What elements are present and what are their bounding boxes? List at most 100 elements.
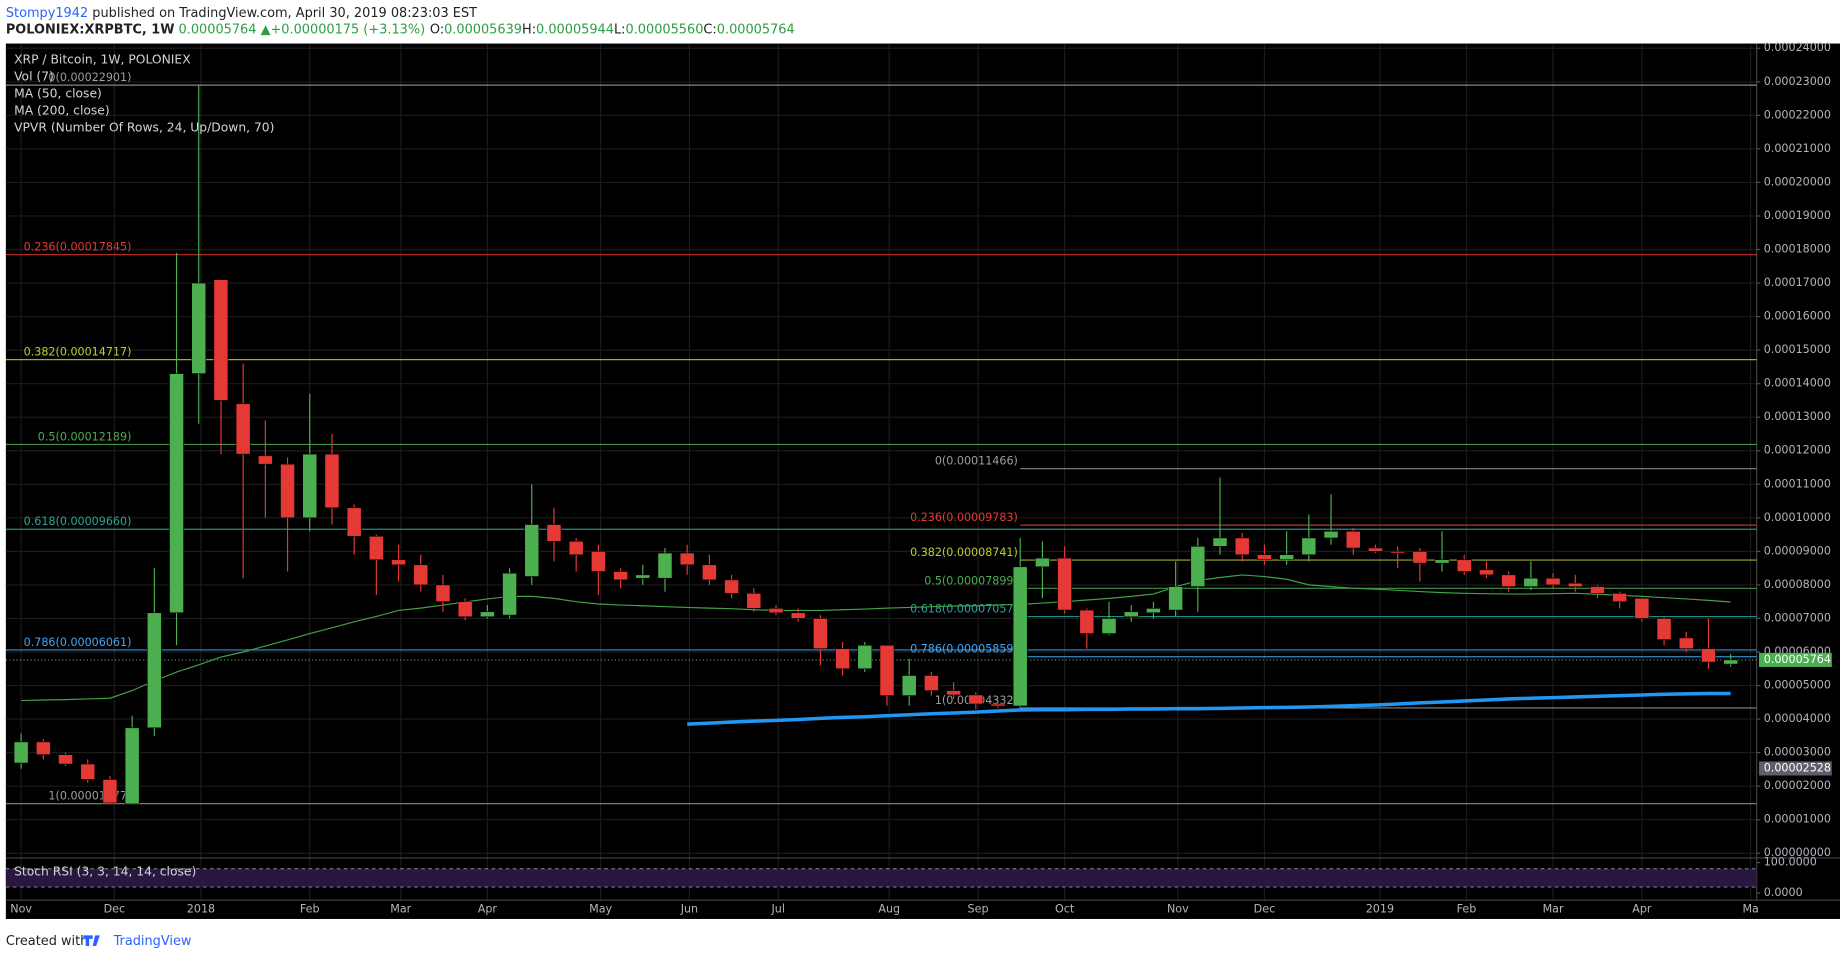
y-tick-label: 0.00013000 — [1764, 410, 1831, 423]
candle-body — [1257, 554, 1272, 561]
stoch-tick-label: 100.0000 — [1764, 856, 1817, 869]
publish-line: Stompy1942 published on TradingView.com,… — [6, 6, 477, 21]
candle-body — [1123, 611, 1139, 618]
candle-body — [1412, 551, 1428, 564]
candle-body — [1212, 537, 1228, 547]
candle-body — [369, 535, 384, 561]
x-tick-label: Feb — [300, 903, 320, 916]
candle-body — [790, 612, 806, 619]
candle-body — [813, 618, 828, 649]
candle-body — [324, 453, 340, 509]
fib-label: 0.382(0.00014717) — [24, 346, 132, 359]
x-tick-label: Nov — [10, 903, 32, 916]
author[interactable]: Stompy1942 — [6, 6, 88, 21]
x-tick-label: Aug — [878, 903, 900, 916]
candle-body — [1101, 618, 1117, 634]
candle-body — [147, 612, 162, 729]
legend-entry: VPVR (Number Of Rows, 24, Up/Down, 70) — [14, 121, 274, 135]
candle-body — [1345, 530, 1361, 549]
candle-body — [1012, 566, 1028, 707]
candle-body — [1368, 547, 1383, 552]
candle-body — [746, 593, 762, 609]
created-with: Created with — [6, 934, 88, 949]
y-tick-label: 0.00011000 — [1764, 477, 1831, 490]
x-tick-label: Oct — [1055, 903, 1075, 916]
candle-body — [857, 644, 873, 670]
candle-body — [435, 584, 451, 602]
candle-body — [1279, 554, 1294, 561]
ohlc-key: H: — [522, 22, 536, 37]
x-tick-label: Dec — [1254, 903, 1276, 916]
y-tick-label: 0.00004000 — [1764, 712, 1831, 725]
y-tick-label: 0.00022000 — [1764, 108, 1831, 121]
candle-body — [1656, 618, 1672, 640]
x-tick-label: Dec — [104, 903, 126, 916]
y-tick-label: 0.00018000 — [1764, 243, 1831, 256]
candle-body — [1079, 609, 1095, 634]
candle-body — [191, 282, 207, 374]
candle-body — [568, 541, 584, 556]
plot: 0.00000000 0.00001000 0.00002000 0.00003000… — [5, 41, 1840, 916]
x-tick-label: 2018 — [187, 903, 215, 916]
candle-body — [1723, 659, 1739, 665]
y-tick-label: 0.00015000 — [1764, 343, 1831, 356]
y-tick-label: 0.00009000 — [1764, 544, 1831, 557]
candle-body — [635, 574, 651, 579]
candle-body — [924, 675, 939, 691]
candle-body — [1523, 577, 1539, 587]
fib-label: 1(0.00001477) — [48, 790, 131, 803]
y-tick-label: 0.00021000 — [1764, 142, 1831, 155]
fib-label: 0.236(0.00009783) — [910, 511, 1018, 524]
y-tick-label: 0.00017000 — [1764, 276, 1831, 289]
candle-body — [613, 571, 628, 581]
candle-body — [1168, 586, 1183, 611]
y-tick-label: 0.00016000 — [1764, 310, 1831, 323]
ohlc-value: 0.00005639 — [444, 22, 522, 37]
last-price: 0.00005764 — [179, 22, 257, 37]
candle-body — [835, 648, 850, 670]
candle-body — [524, 524, 540, 577]
price-tag-label: 0.00005764 — [1764, 653, 1831, 666]
stoch-label: Stoch RSI (3, 3, 14, 14, close) — [14, 865, 196, 879]
brand[interactable]: TradingView — [113, 934, 192, 949]
y-tick-label: 0.00020000 — [1764, 175, 1831, 188]
stoch-tick-label: 0.0000 — [1764, 886, 1803, 899]
ohlc-key: L: — [614, 22, 626, 37]
candle-body — [1190, 546, 1206, 587]
candle-body — [169, 373, 184, 614]
fib-label: 0.5(0.00007899) — [924, 574, 1018, 587]
ohlc-key: O: — [430, 22, 444, 37]
candle-body — [502, 572, 517, 616]
y-tick-label: 0.00010000 — [1764, 511, 1831, 524]
candle-body — [1456, 559, 1472, 572]
candle-body — [413, 564, 429, 586]
candle-body — [1612, 593, 1628, 602]
y-tick-label: 0.00000000 — [1764, 846, 1831, 859]
ohlc-value: 0.00005764 — [717, 22, 795, 37]
candle-body — [946, 690, 961, 696]
arrow: ▲ — [261, 22, 271, 37]
published: published on TradingView.com, April 30, … — [92, 6, 477, 21]
y-tick-label: 0.00023000 — [1764, 75, 1831, 88]
y-tick-label: 0.00019000 — [1764, 209, 1831, 222]
candle-body — [990, 703, 1006, 707]
candle-body — [1501, 574, 1516, 587]
ohlc-value: 0.00005944 — [536, 22, 614, 37]
y-tick-label: 0.00012000 — [1764, 444, 1831, 457]
x-tick-label: Nov — [1167, 903, 1189, 916]
candle-body — [968, 694, 984, 705]
x-tick-label: May — [589, 903, 612, 916]
stoch-band-fill — [5, 868, 1757, 888]
ohlc-value: 0.00005560 — [626, 22, 704, 37]
candle-body — [1567, 582, 1583, 587]
candle-body — [391, 559, 406, 566]
candle-body — [480, 611, 495, 618]
fib-label: 0.786(0.00005859) — [910, 643, 1018, 656]
brand-logo — [83, 935, 100, 946]
candle-body — [724, 579, 739, 594]
candle-body — [679, 552, 695, 566]
candle-body — [1545, 577, 1561, 586]
x-tick-label: Jul — [770, 903, 784, 916]
footer: Created with TradingView — [6, 934, 192, 949]
candle-body — [901, 675, 917, 696]
